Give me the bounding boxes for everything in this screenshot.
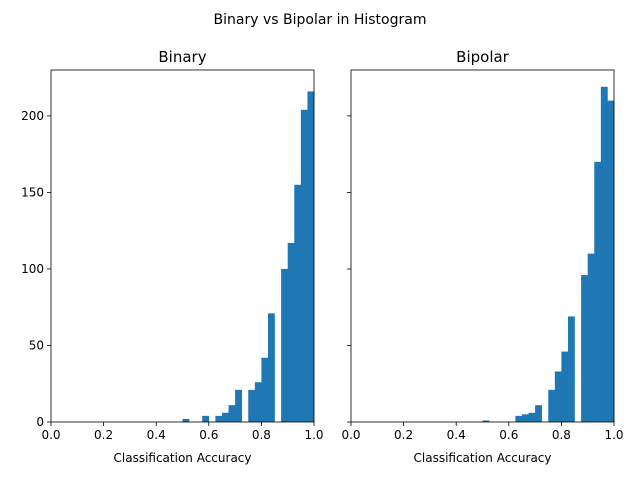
binary-x-tick-label: 0.4: [147, 428, 166, 442]
bipolar-axes-frame: [350, 69, 615, 423]
bipolar-bar: [594, 161, 602, 422]
bipolar-bar: [567, 316, 575, 422]
bipolar-bar: [482, 420, 490, 422]
binary-x-tick-label: 0.2: [94, 428, 113, 442]
binary-bar: [261, 357, 269, 422]
bipolar-x-tick-label: 0.4: [447, 428, 466, 442]
binary-bar: [307, 91, 315, 423]
binary-axes-frame: [50, 69, 315, 423]
bipolar-x-tick-label: 1.0: [604, 428, 623, 442]
binary-x-axis-label: Classification Accuracy: [114, 451, 252, 465]
bipolar-bar: [528, 412, 536, 422]
bipolar-bar: [554, 371, 562, 422]
bipolar-title: Bipolar: [456, 48, 510, 66]
binary-y-tick-label: 0: [36, 415, 44, 429]
binary-y-tick-label: 50: [29, 338, 44, 352]
binary-x-tick-label: 1.0: [304, 428, 323, 442]
binary-y-tick-label: 100: [21, 262, 44, 276]
binary-bar: [202, 415, 210, 422]
binary-bar: [300, 109, 308, 422]
bipolar-bar: [600, 86, 608, 422]
bipolar-bar: [607, 100, 615, 423]
binary-bar: [281, 268, 289, 422]
binary-bar: [294, 184, 302, 422]
bipolar-bar: [561, 351, 569, 422]
binary-title: Binary: [158, 48, 206, 66]
binary-bar: [254, 382, 262, 422]
binary-bar: [287, 242, 295, 422]
bipolar-bar: [587, 253, 595, 422]
bipolar-bar: [548, 389, 556, 422]
bipolar-x-tick-label: 0.0: [341, 428, 360, 442]
bipolar-bar: [581, 275, 589, 422]
figure-title: Binary vs Bipolar in Histogram: [214, 12, 427, 28]
bipolar-x-tick-label: 0.2: [394, 428, 413, 442]
binary-x-tick-label: 0.8: [252, 428, 271, 442]
binary-bar: [215, 415, 223, 422]
binary-panel: 0.0 0.2 0.4 0.6 0.8 1.0 0 50 100 150 200 Binary Clas…: [21, 48, 323, 465]
bipolar-bar: [521, 414, 529, 422]
binary-bar: [228, 405, 236, 422]
binary-y-tick-label: 150: [21, 185, 44, 199]
bipolar-x-tick-label: 0.8: [552, 428, 571, 442]
binary-bar: [182, 418, 190, 422]
binary-x-tick-label: 0.0: [41, 428, 60, 442]
binary-bar: [221, 412, 229, 422]
binary-bar: [235, 389, 242, 422]
binary-bar: [267, 313, 275, 422]
bipolar-panel: 0.0 0.2 0.4 0.6 0.8 1.0 Bipolar Classification …: [341, 48, 623, 465]
binary-x-tick-label: 0.6: [199, 428, 218, 442]
binary-bar: [248, 389, 256, 422]
bipolar-x-axis-label: Classification Accuracy: [414, 451, 552, 465]
bipolar-bar: [535, 405, 542, 422]
bipolar-x-tick-label: 0.6: [499, 428, 518, 442]
bipolar-bar: [515, 415, 523, 422]
binary-y-tick-label: 200: [21, 109, 44, 123]
